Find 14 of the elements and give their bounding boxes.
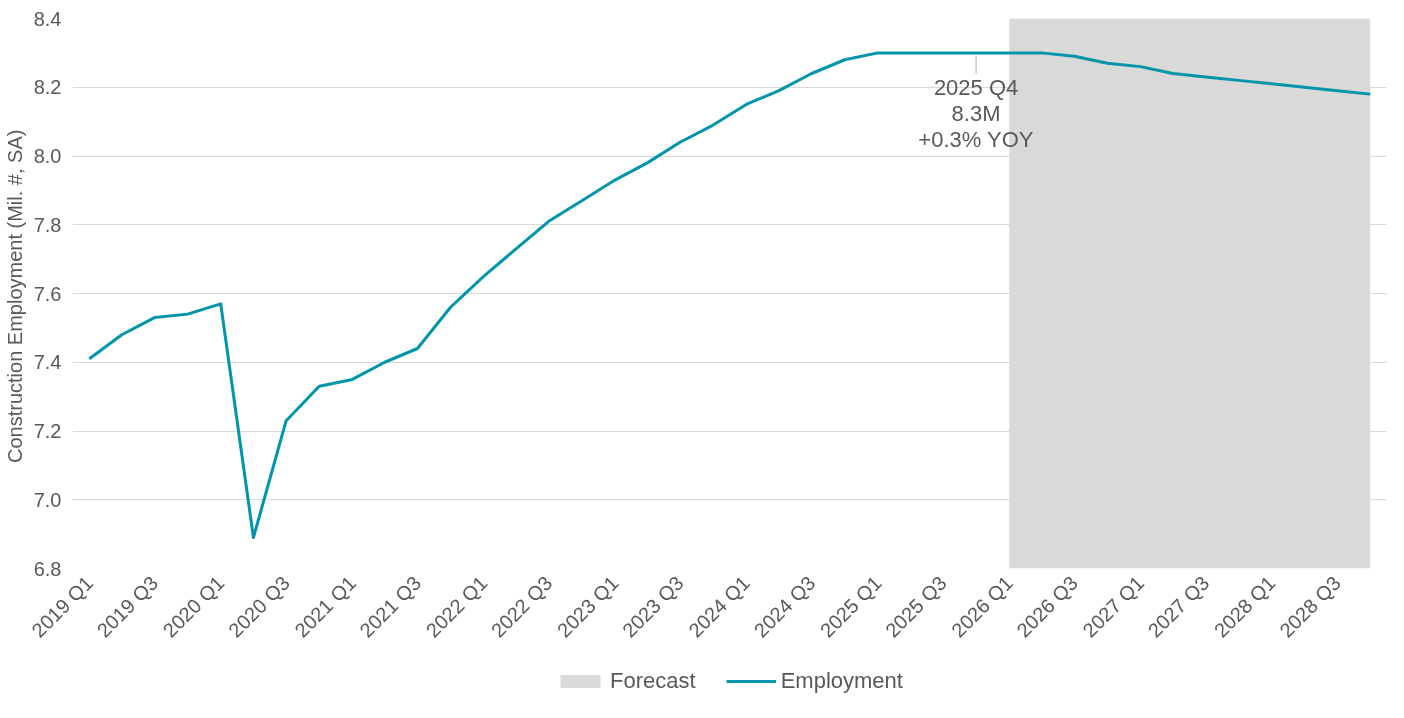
y-tick-label: 7.4 — [33, 351, 62, 374]
y-tick-label: 7.8 — [33, 213, 62, 236]
annotation: 2025 Q4 8.3M +0.3% YOY — [918, 75, 1034, 153]
y-tick-label: 7.6 — [33, 282, 62, 305]
y-axis-title: Construction Employment (Mil. #, SA) — [3, 129, 26, 463]
y-tick-label: 8.2 — [33, 76, 62, 99]
line-series — [87, 51, 1372, 540]
legend-label: Employment — [780, 668, 903, 694]
y-tick-label: 7.2 — [33, 420, 62, 442]
y-tick-label: 6.8 — [33, 557, 62, 580]
y-tick-label: 8.0 — [33, 145, 62, 167]
y-tick-label: 7.0 — [33, 488, 62, 511]
y-tick-label: 8.4 — [33, 7, 62, 30]
legend-label: Forecast — [610, 668, 696, 694]
